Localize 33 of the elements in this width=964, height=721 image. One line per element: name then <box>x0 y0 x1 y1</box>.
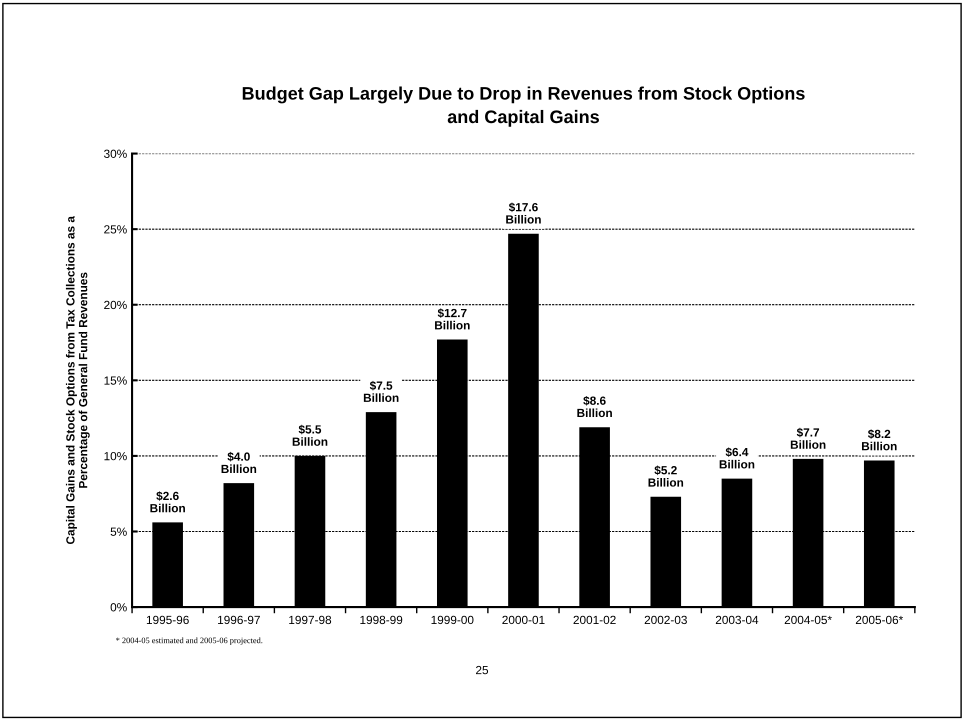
chart-title: Budget Gap Largely Due to Drop in Revenues from Stock Options and Capital Gains <box>242 86 805 127</box>
y-tick-label: 5% <box>110 528 127 536</box>
annotation: $8.2 Billion <box>862 429 897 450</box>
y-tick-label: 10% <box>104 452 127 460</box>
y-tick-label: 0% <box>110 603 127 612</box>
y-tick-label: 25% <box>104 225 127 234</box>
x-tick-label: 2002-03 <box>644 616 687 624</box>
annotation: $17.6 Billion <box>506 202 541 224</box>
annotation: $5.2 Billion <box>648 466 684 487</box>
x-tick-label: 1995-96 <box>146 616 189 624</box>
annotation: $7.7 Billion <box>790 428 826 449</box>
x-tick-label: 2000-01 <box>502 616 545 624</box>
text: 25 <box>476 666 488 674</box>
annotation: $7.5 Billion <box>364 380 398 402</box>
x-tick-label: 1996-97 <box>218 616 260 624</box>
text: * 2004-05 estimated and 2005-06 projected. <box>116 637 262 645</box>
x-tick-label: 2003-04 <box>716 616 758 624</box>
x-tick-label: 1997-98 <box>289 616 332 624</box>
annotation: $6.4 Billion <box>720 447 754 469</box>
y-axis-title: Capital Gains and Stock Options from Tax Collections as a Percentage of General Fund Revenues <box>66 216 90 544</box>
annotation: $12.7 Billion <box>435 308 470 330</box>
annotation: $5.5 Billion <box>292 424 328 446</box>
annotation: $2.6 Billion <box>150 491 185 512</box>
x-tick-label: 2004-05* <box>784 616 832 624</box>
x-tick-label: 1999-00 <box>432 616 474 624</box>
annotation: $8.6 Billion <box>577 396 612 418</box>
y-tick-label: 20% <box>104 300 127 310</box>
x-tick-label: 2005-06* <box>856 616 904 624</box>
y-tick-label: 15% <box>104 376 127 385</box>
annotation: $4.0 Billion <box>222 452 256 474</box>
x-tick-label: 1998-99 <box>360 616 402 624</box>
y-tick-label: 30% <box>104 150 127 158</box>
x-tick-label: 2001-02 <box>574 616 616 624</box>
